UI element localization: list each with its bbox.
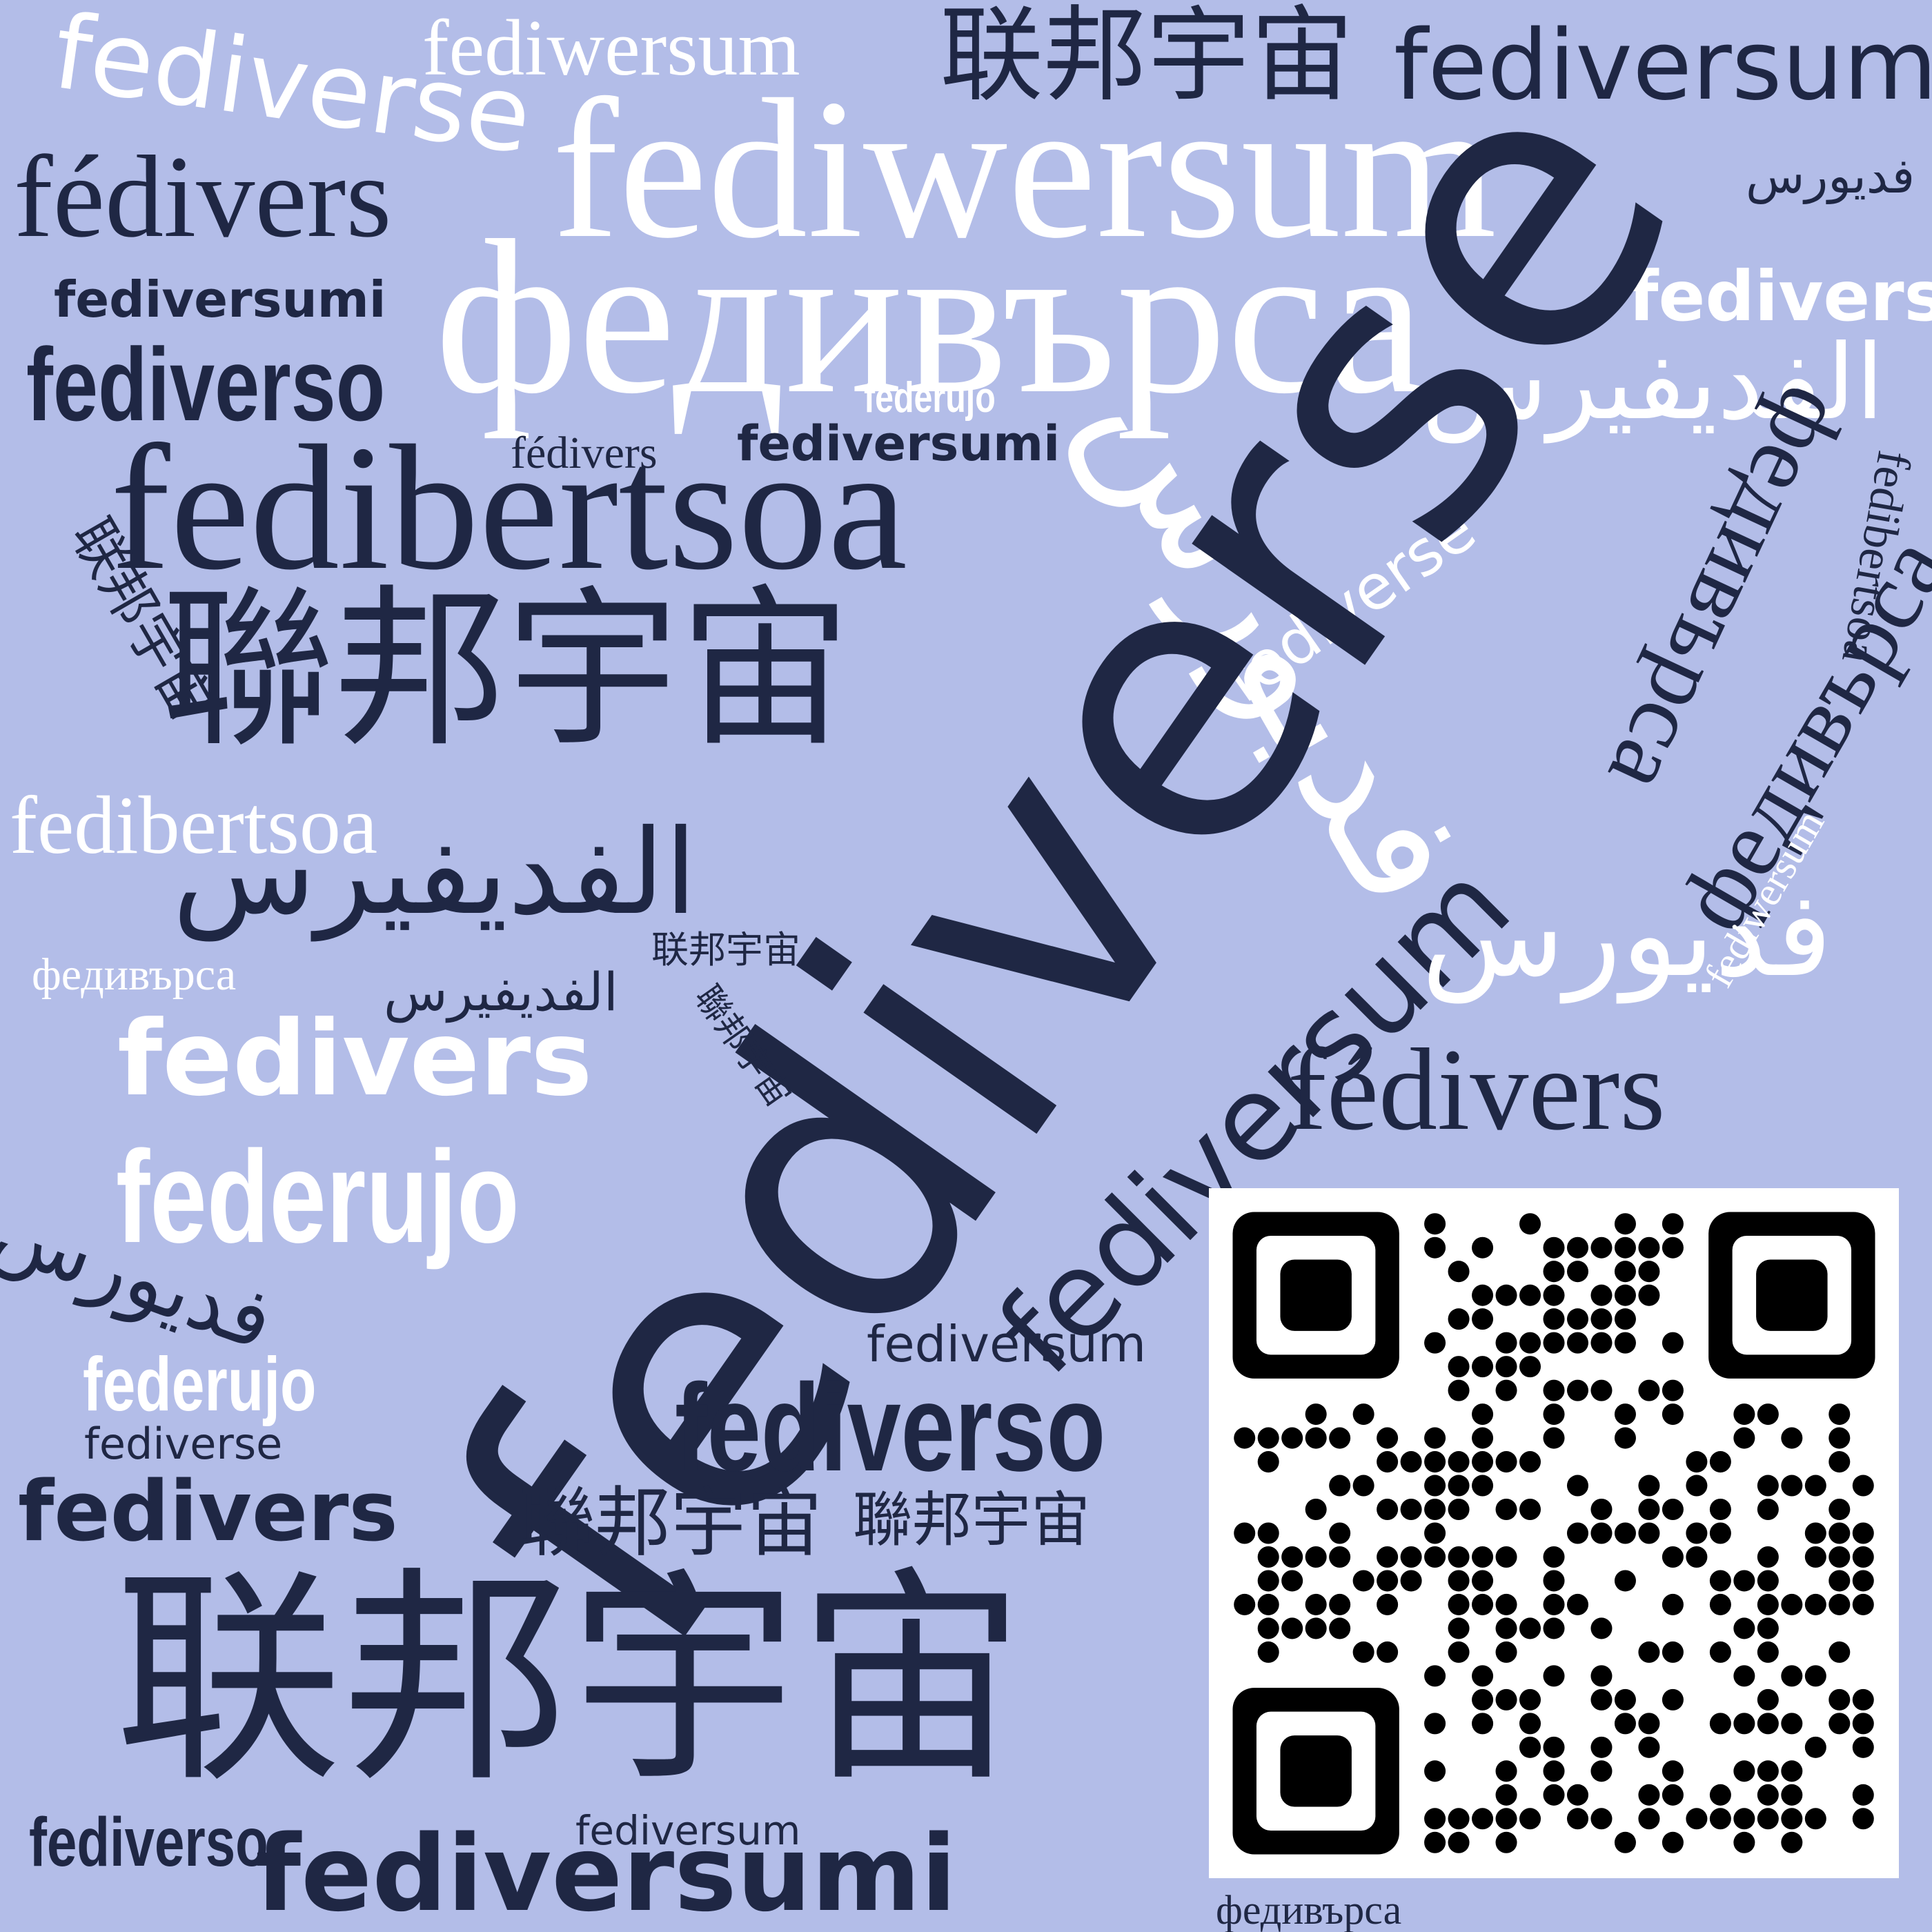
word-fediwersum-large: fediwersum	[552, 58, 1497, 279]
word-lianbang-yuzhou-small: 联邦宇宙	[651, 928, 800, 972]
word-fediverso-bottom-left: fediverso	[29, 1804, 268, 1881]
word-fediversum-bottom: fediversum	[575, 1807, 801, 1854]
word-fediversumi-left: fediversumi	[54, 270, 386, 328]
word-lianbang-yuzhou-trad-mid2: 聯邦宇宙	[853, 1486, 1090, 1555]
word-bulgarian-fediverse-large: федивърса	[435, 195, 1426, 440]
word-arabic-alfediverse-left: الفديفيرس	[172, 805, 698, 941]
word-fediversum-small-mid: fediversum	[867, 1315, 1147, 1373]
word-fediversum-topright: fediversum	[1394, 10, 1932, 122]
word-arabic-alfediverse-small: الفديفيرس	[384, 961, 618, 1023]
word-fedivers-bold-right: fedivers	[1628, 256, 1932, 337]
word-arabic-alfediverse-right: الفديفيرس	[1421, 323, 1884, 443]
qr-code[interactable]	[1209, 1188, 1899, 1878]
word-fediwersum-top: fediwersum	[422, 4, 800, 92]
word-federujo-small: federujo	[864, 374, 996, 422]
word-arabic-fediverse-topright: فديورس	[1746, 148, 1915, 204]
word-fedivers-accent-right: fédivers	[1288, 1025, 1666, 1154]
word-fediversumi-mid: fediversumi	[737, 415, 1061, 472]
word-fedibertsoa-left: fedibertsoa	[10, 779, 378, 871]
word-arabic-fediverse-right: فديورس	[1421, 867, 1833, 1003]
word-fedivers-bold-dark-left: fedivers	[18, 1464, 398, 1560]
word-fedivers-accent-left: fédivers	[14, 132, 392, 262]
word-fediverse-small-left: fediverse	[84, 1419, 283, 1469]
word-lianbang-yuzhou-trad-mid: 聯邦宇宙	[519, 1479, 822, 1567]
word-lianbang-yuzhou-trad-large: 聯邦宇宙	[161, 569, 851, 770]
word-lianbang-yuzhou-huge: 联邦宇宙	[115, 1548, 1025, 1813]
word-bulgarian-fediverse-bottom: федивърса	[1216, 1887, 1402, 1932]
word-fediverso-left: fediverso	[26, 326, 386, 442]
word-fedivers-accent-small: fédivers	[511, 428, 658, 478]
word-bulgarian-fediverse-left: федивърса	[32, 949, 237, 1000]
word-lianbang-yuzhou-top: 联邦宇宙	[940, 0, 1354, 116]
word-federujo-large: federujo	[116, 1124, 520, 1270]
qr-code-pattern	[1232, 1212, 1875, 1855]
word-fediversumi-bottom: fediversumi	[255, 1813, 957, 1932]
word-fediverso-mid: fediverso	[675, 1359, 1106, 1497]
word-federujo-small-left: federujo	[83, 1342, 317, 1427]
word-fedibertsoa-large: fedibertsoa	[110, 408, 908, 607]
word-fedivers-bold-left: fedivers	[117, 999, 593, 1119]
